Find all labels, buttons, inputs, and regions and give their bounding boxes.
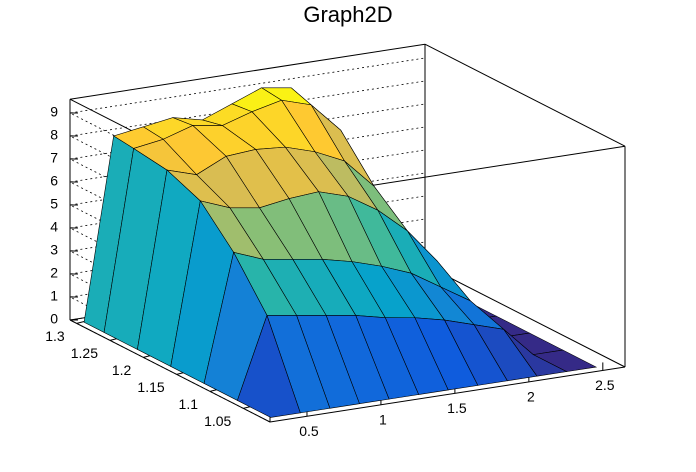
z-tick-label: 6 bbox=[50, 173, 58, 189]
y-tick-label: 1.15 bbox=[137, 379, 164, 395]
z-tick-label: 1 bbox=[50, 288, 58, 304]
x-tick-label: 1.5 bbox=[447, 400, 467, 416]
box-edge bbox=[269, 366, 626, 423]
z-tick-label: 4 bbox=[50, 219, 58, 235]
z-tick-label: 9 bbox=[50, 104, 58, 120]
box-edge bbox=[424, 43, 626, 147]
chart-title: Graph2D bbox=[303, 2, 392, 27]
y-tick-label: 1.3 bbox=[45, 328, 65, 344]
y-tick-label: 1.25 bbox=[71, 345, 98, 361]
z-tick-label: 2 bbox=[50, 265, 58, 281]
box-edge bbox=[69, 43, 426, 100]
z-tick-label: 7 bbox=[50, 150, 58, 166]
x-tick-label: 0.5 bbox=[299, 423, 319, 439]
y-tick-label: 1.05 bbox=[204, 413, 231, 429]
y-tick-label: 1.1 bbox=[179, 396, 199, 412]
box-edge bbox=[424, 264, 626, 368]
surface-cell bbox=[237, 314, 301, 418]
z-tick-label: 0 bbox=[50, 311, 58, 327]
box-edge bbox=[69, 319, 271, 423]
y-tick-label: 1.2 bbox=[112, 362, 132, 378]
x-tick-label: 2 bbox=[527, 389, 535, 405]
z-tick-label: 8 bbox=[50, 127, 58, 143]
y-tick bbox=[76, 320, 85, 324]
x-tick-label: 1 bbox=[379, 412, 387, 428]
x-tick-label: 2.5 bbox=[595, 377, 615, 393]
z-tick-label: 3 bbox=[50, 242, 58, 258]
z-tick-label: 5 bbox=[50, 196, 58, 212]
